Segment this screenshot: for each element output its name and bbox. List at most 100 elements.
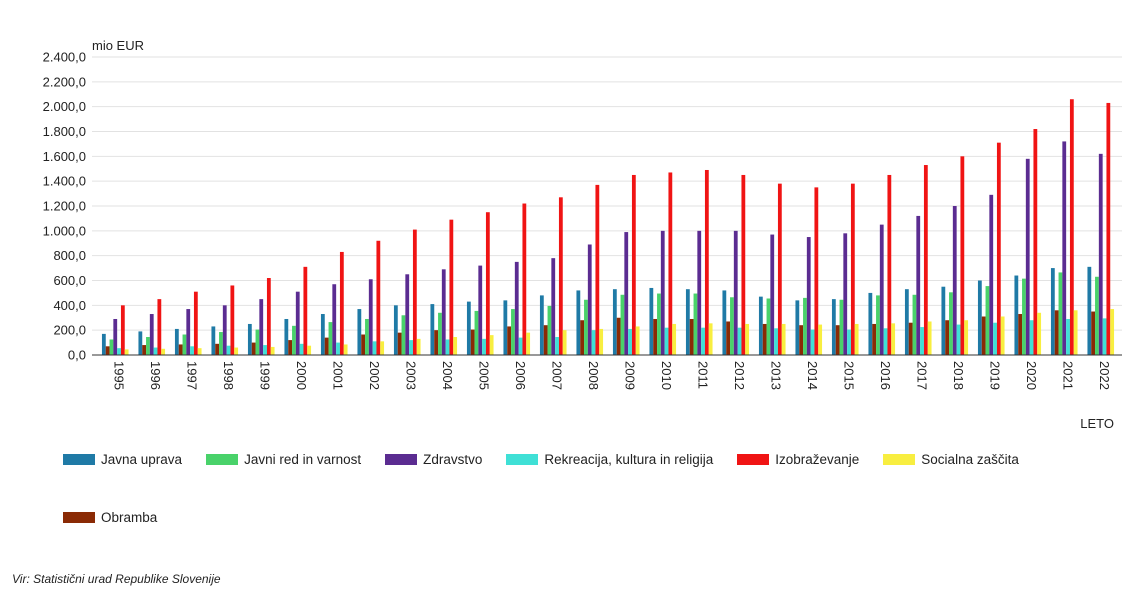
x-axis-label: LETO [1080,416,1114,431]
bar [380,341,385,355]
bar [1029,320,1034,355]
y-tick-label: 400,0 [53,298,86,313]
bar [730,297,734,355]
legend-item[interactable]: Obramba [63,510,157,525]
bar [814,187,819,356]
legend-label: Obramba [101,510,158,525]
bar [766,298,771,355]
bar [945,320,950,355]
bar [263,345,267,355]
bar [868,292,873,355]
bar [368,279,373,355]
bar [405,274,410,355]
x-tick-label: 2015 [841,361,856,390]
bar [393,305,398,355]
bar [307,345,312,355]
bar [449,219,454,355]
bar [234,347,239,355]
bar [1037,312,1042,355]
bar [843,233,848,355]
bar [726,321,731,355]
bar [1098,153,1103,355]
bar [795,300,800,355]
bar [441,269,446,355]
legend-swatch [883,454,916,465]
x-tick-label: 1997 [184,361,199,390]
bar [324,337,329,355]
bar [660,230,665,355]
bar [138,331,143,355]
legend-item[interactable]: Izobraževanje [737,452,859,467]
bar [745,323,750,355]
bar [689,318,694,355]
bar [539,295,544,355]
bar [182,334,187,355]
bar [781,323,786,355]
bar [854,323,859,355]
bar [299,343,304,355]
bar [887,174,892,355]
bar [916,215,921,355]
bar [628,328,632,355]
bar [664,327,669,355]
y-tick-label: 1.800,0 [43,124,86,139]
x-tick-label: 2001 [330,361,345,390]
bar [850,183,855,355]
bar [810,329,815,355]
bar [161,348,166,355]
y-tick-label: 1.000,0 [43,223,86,238]
bar [1050,268,1055,355]
bar [292,325,296,355]
bar [303,266,308,355]
legend-item[interactable]: Javna uprava [63,452,182,467]
bar [401,315,406,355]
legend-item[interactable]: Rekreacija, kultura in religija [506,452,713,467]
bar [361,334,366,355]
bar [697,230,702,355]
bar [941,286,946,355]
bar [466,301,471,355]
bar [376,240,381,355]
legend-item[interactable]: Zdravstvo [385,452,482,467]
bar [981,316,986,355]
y-axis-label: mio EUR [92,38,144,53]
bar [412,229,417,355]
legend-swatch [385,454,418,465]
legend-row: Obramba [63,510,181,525]
bar [397,332,402,355]
bar [672,323,677,355]
x-tick-label: 2004 [440,361,455,390]
legend-item[interactable]: Javni red in varnost [206,452,361,467]
bar [803,297,807,355]
x-tick-label: 2000 [294,361,309,390]
bar [251,342,256,355]
bar [1025,158,1030,355]
bar [558,197,563,355]
bar [1018,314,1023,355]
bar [332,284,337,355]
bar [1000,316,1005,355]
legend-label: Javni red in varnost [244,452,362,467]
bar [372,341,377,355]
bar [977,280,982,355]
bar [649,287,654,355]
legend-label: Rekreacija, kultura in religija [544,452,714,467]
bar [1054,310,1059,355]
bar [1066,318,1070,355]
bar [288,340,293,355]
bar [339,251,344,355]
bar [952,206,957,355]
bar [883,328,888,355]
bar [599,328,604,355]
bar [555,337,559,355]
y-tick-label: 800,0 [53,248,86,263]
bar [197,348,202,355]
bar [142,345,147,355]
bar [1062,141,1067,355]
bar [149,314,154,355]
legend-item[interactable]: Socialna zaščita [883,452,1019,467]
bar [430,304,435,355]
x-tick-label: 2003 [403,361,418,390]
bar [635,326,640,355]
legend-row: Javna uprava Javni red in varnost Zdravstv… [63,452,1043,467]
